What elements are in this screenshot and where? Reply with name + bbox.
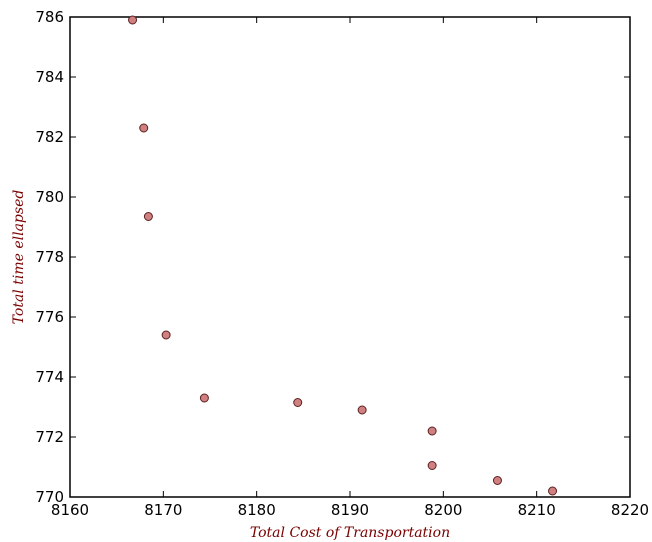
y-tick-label: 778 — [35, 248, 64, 266]
data-point — [199, 393, 209, 403]
x-tick-label: 8160 — [51, 501, 89, 519]
data-point — [357, 405, 367, 415]
y-tick-label: 772 — [35, 428, 64, 446]
y-tick-label: 770 — [35, 488, 64, 506]
x-tick-label: 8220 — [611, 501, 649, 519]
data-point — [139, 123, 149, 133]
data-point — [548, 486, 558, 496]
x-tick-label: 8210 — [518, 501, 556, 519]
x-tick-label: 8180 — [238, 501, 276, 519]
data-point — [427, 461, 437, 470]
y-tick-label: 774 — [35, 368, 64, 386]
y-tick-label: 782 — [35, 128, 64, 146]
plot-area — [69, 16, 631, 498]
y-tick-label: 780 — [35, 188, 64, 206]
y-axis-label: Total time ellapsed — [11, 190, 27, 325]
data-point — [161, 330, 171, 340]
x-tick-label: 8200 — [424, 501, 462, 519]
x-tick-label: 8170 — [144, 501, 182, 519]
data-point — [427, 426, 437, 436]
axis-ticks: 8160 8170 8180 8190 8200 8210 8220 770 772 774 776… — [35, 8, 649, 519]
data-point — [128, 15, 138, 25]
data-point — [293, 398, 303, 407]
x-tick-label: 8190 — [331, 501, 369, 519]
data-point — [492, 476, 502, 485]
x-axis-label: Total Cost of Transportation — [250, 525, 450, 541]
data-point — [143, 212, 153, 221]
y-tick-label: 776 — [35, 308, 64, 326]
data-points — [128, 15, 558, 496]
y-tick-label: 786 — [35, 8, 64, 26]
y-tick-label: 784 — [35, 68, 64, 86]
